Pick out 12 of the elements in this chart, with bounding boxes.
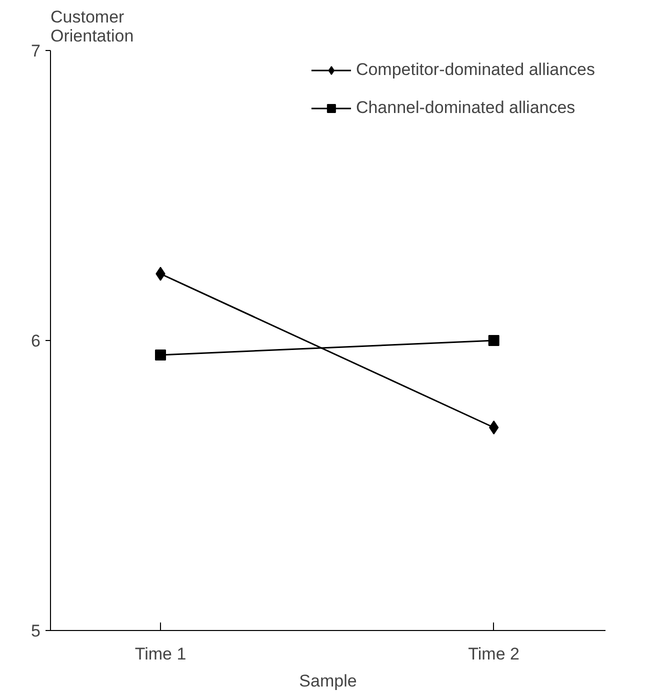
x-axis-title: Sample [299,672,357,690]
point [155,350,166,360]
y-axis-title: Customer Orientation [50,8,134,46]
legend-label: Competitor-dominated alliances [356,60,595,80]
y-tick-label: 6 [31,332,41,350]
y-tick-label: 5 [31,622,41,640]
x-tick-label: Time 1 [134,644,186,664]
point [488,335,500,346]
point [489,420,499,434]
y-tick-label: 7 [31,42,41,60]
legend-label: Channel-dominated alliances [356,98,576,118]
x-tick-label: Time 2 [468,644,520,664]
